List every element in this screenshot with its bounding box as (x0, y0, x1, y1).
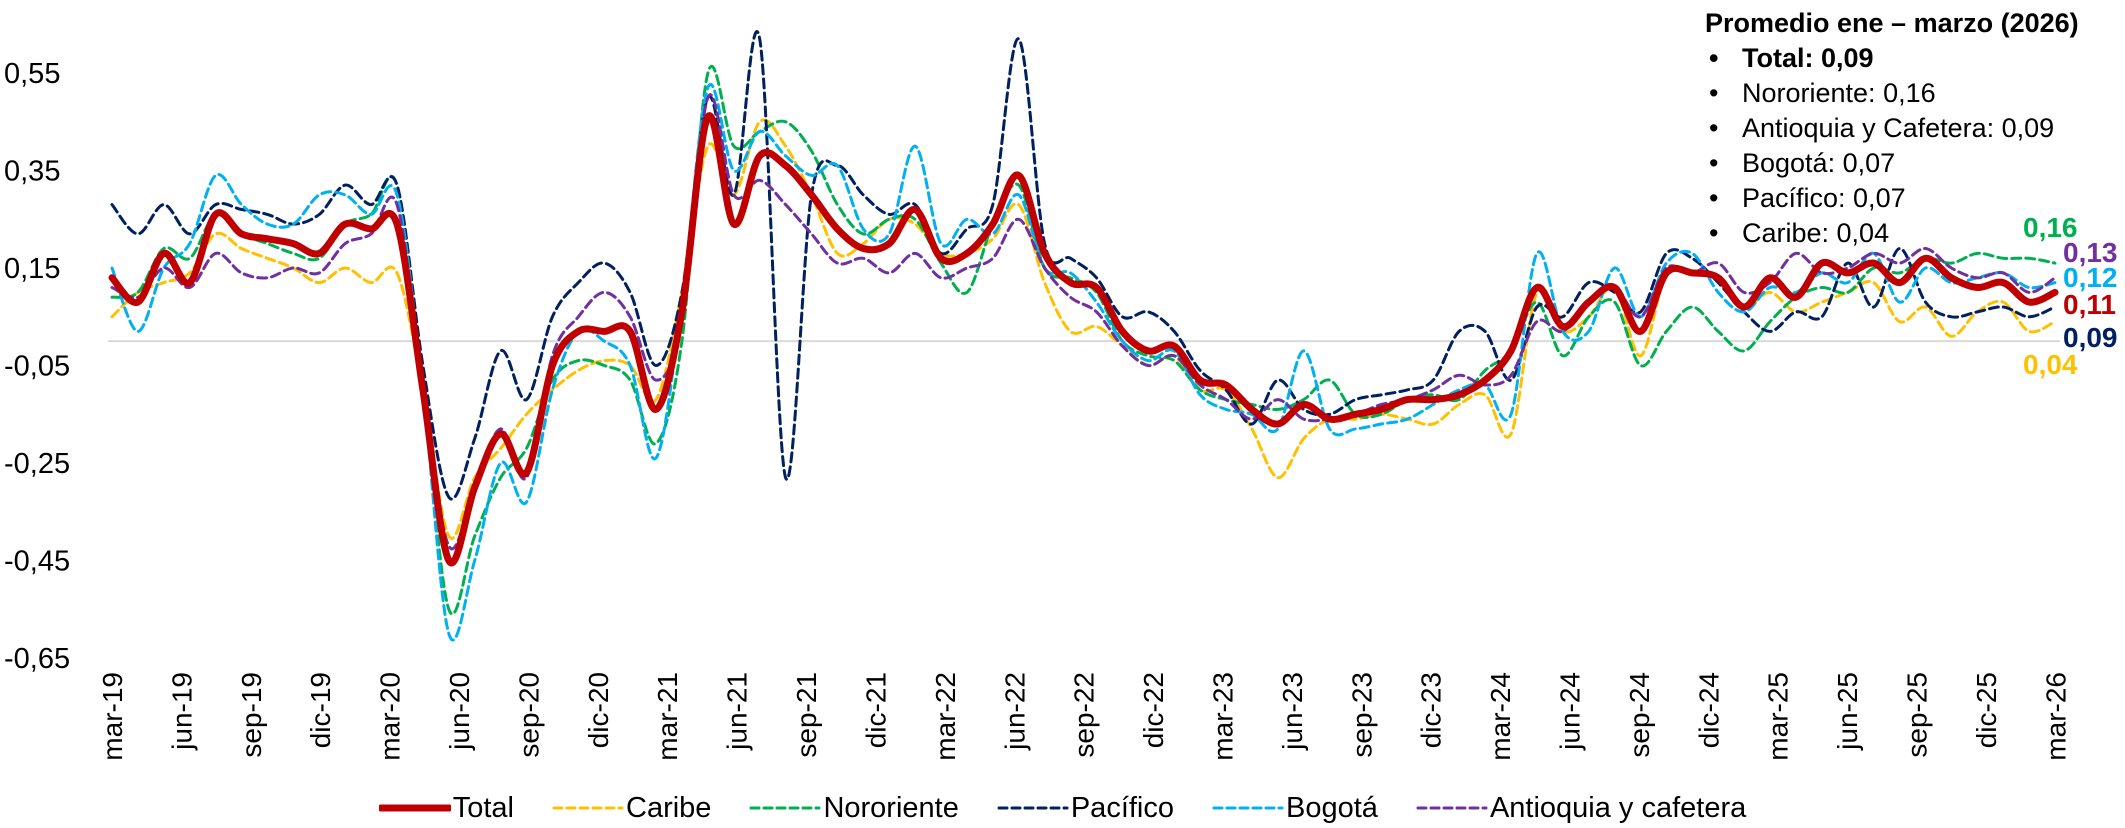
x-tick-label: sep-20 (513, 672, 544, 758)
x-tick-label: jun-22 (999, 672, 1030, 751)
legend-label: Caribe (626, 791, 712, 824)
x-tick-label: mar-24 (1485, 672, 1516, 761)
x-tick-label: jun-19 (166, 672, 197, 751)
note-title: Promedio ene – marzo (2026) (1705, 8, 2079, 38)
note-item-caribe: Caribe: 0,04 (1705, 216, 2120, 251)
y-tick-label: -0,05 (4, 351, 70, 383)
legend-item: Bogotá (1212, 792, 1378, 825)
x-tick-label: sep-19 (236, 672, 267, 758)
legend-swatch (1212, 806, 1284, 810)
y-tick-label: 0,15 (4, 253, 60, 285)
legend-label: Antioquia y cafetera (1489, 791, 1747, 824)
x-tick-label: sep-21 (791, 672, 822, 758)
x-tick-label: dic-25 (1971, 672, 2002, 748)
x-tick-label: sep-24 (1624, 672, 1655, 758)
x-tick-label: dic-19 (305, 672, 336, 748)
legend-label: Pacífico (1070, 791, 1175, 824)
x-tick-label: sep-22 (1069, 672, 1100, 758)
end-label: 0,09 (2063, 322, 2118, 353)
x-tick-label: mar-21 (652, 672, 683, 761)
x-tick-label: jun-23 (1277, 672, 1308, 751)
legend-item: Caribe (552, 792, 711, 825)
x-tick-label: jun-20 (444, 672, 475, 751)
legend-swatch (997, 806, 1069, 810)
average-note: Promedio ene – marzo (2026) Total: 0,09 … (1705, 6, 2120, 251)
x-tick-label: jun-25 (1832, 672, 1863, 751)
note-list: Total: 0,09 Nororiente: 0,16 Antioquia y… (1705, 41, 2120, 251)
legend-item: Antioquia y cafetera (1416, 792, 1746, 825)
chart-legend: Total Caribe Nororiente Pacífico Bogotá Antio… (0, 790, 2125, 826)
legend-label: Bogotá (1286, 791, 1378, 824)
y-tick-label: -0,25 (4, 448, 70, 480)
note-item-bogota: Bogotá: 0,07 (1705, 146, 2120, 181)
legend-swatch (749, 806, 821, 810)
note-item-nororiente: Nororiente: 0,16 (1705, 76, 2120, 111)
x-tick-label: dic-23 (1416, 672, 1447, 748)
legend-swatch (552, 806, 624, 810)
x-tick-label: dic-20 (583, 672, 614, 748)
legend-item: Total (378, 791, 514, 825)
end-label: 0,11 (2063, 289, 2116, 320)
y-tick-label: -0,45 (4, 546, 70, 578)
y-tick-label: 0,55 (4, 58, 60, 90)
note-item-antioquia: Antioquia y Cafetera: 0,09 (1705, 111, 2120, 146)
end-label: 0,04 (2023, 349, 2078, 380)
series-line-total (108, 112, 2059, 567)
x-tick-label: dic-22 (1138, 672, 1169, 748)
x-tick-label: jun-24 (1554, 672, 1585, 751)
legend-swatch (1416, 806, 1488, 810)
x-tick-label: sep-23 (1346, 672, 1377, 758)
legend-label: Total (452, 791, 514, 824)
x-tick-label: dic-24 (1693, 672, 1724, 748)
x-tick-label: jun-21 (722, 672, 753, 751)
y-tick-label: -0,65 (4, 643, 70, 675)
x-tick-label: mar-26 (2040, 672, 2071, 761)
x-tick-label: sep-25 (1902, 672, 1933, 758)
x-tick-label: mar-23 (1207, 672, 1238, 761)
x-tick-label: mar-19 (97, 672, 128, 761)
legend-label: Nororiente (823, 791, 959, 824)
legend-swatch (378, 804, 451, 812)
x-tick-label: mar-22 (930, 672, 961, 761)
legend-item: Nororiente (749, 791, 959, 825)
series-line-pac-fico (110, 30, 2057, 501)
legend-item: Pacífico (997, 792, 1174, 825)
note-item-pacifico: Pacífico: 0,07 (1705, 181, 2120, 216)
note-item-total: Total: 0,09 (1705, 41, 2120, 76)
x-tick-label: mar-20 (375, 672, 406, 761)
x-tick-label: mar-25 (1763, 672, 1794, 761)
x-tick-label: dic-21 (860, 672, 891, 748)
end-label: 0,12 (2063, 262, 2118, 293)
y-tick-label: 0,35 (4, 156, 60, 188)
